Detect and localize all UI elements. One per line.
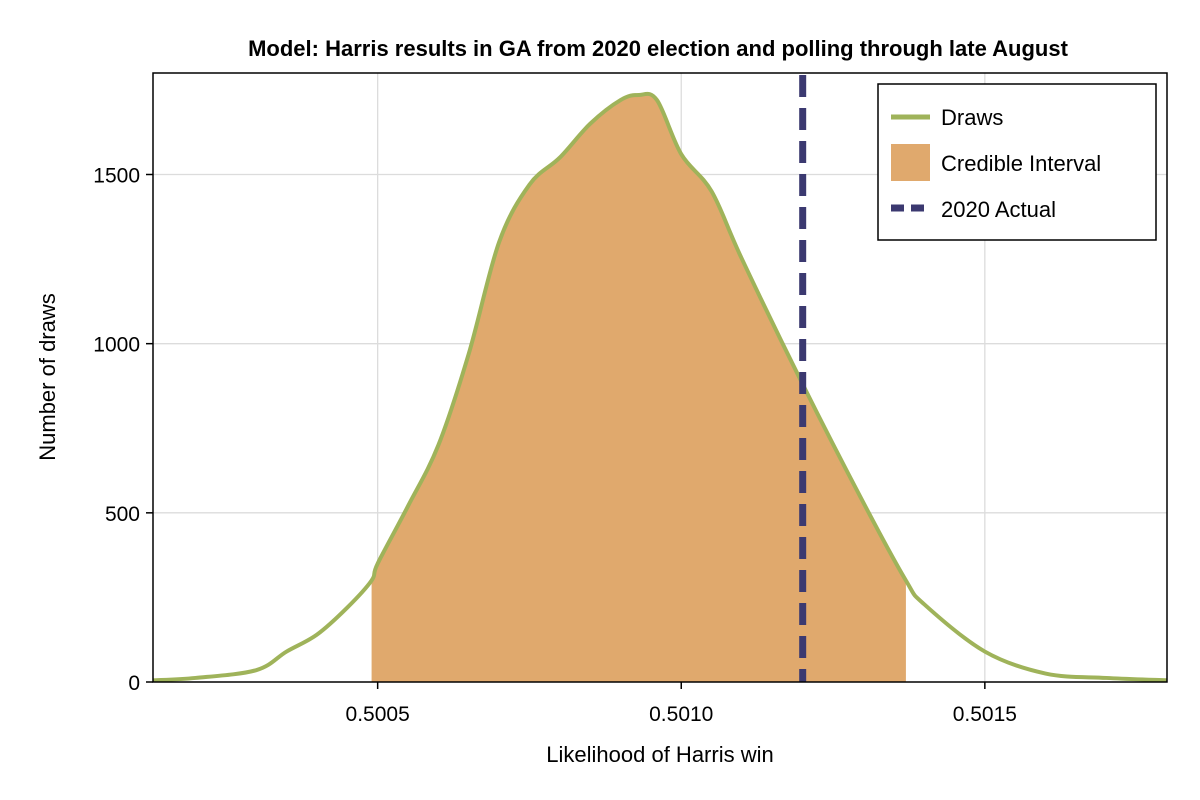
x-tick-label: 0.5005 xyxy=(346,703,410,726)
legend-credible-interval-swatch xyxy=(891,144,930,181)
x-tick-label: 0.5015 xyxy=(953,703,1017,726)
y-tick-label: 1000 xyxy=(93,334,140,357)
x-axis: 0.5005 0.5010 0.5015 xyxy=(346,682,1017,726)
y-axis-label: Number of draws xyxy=(35,293,60,461)
legend-draws-label: Draws xyxy=(941,105,1003,130)
legend: Draws Credible Interval 2020 Actual xyxy=(877,83,1157,241)
legend-actual-2020-label: 2020 Actual xyxy=(941,197,1056,222)
y-tick-label: 1500 xyxy=(93,165,140,188)
plot-frame xyxy=(152,72,1168,683)
y-tick-label: 0 xyxy=(128,672,140,695)
x-axis-label: Likelihood of Harris win xyxy=(546,742,773,767)
credible-interval-band xyxy=(371,93,906,682)
x-tick-label: 0.5010 xyxy=(649,703,713,726)
draws-line xyxy=(152,91,1168,683)
chart-title: Model: Harris results in GA from 2020 el… xyxy=(248,36,1068,61)
legend-credible-interval-label: Credible Interval xyxy=(941,151,1101,176)
y-axis: 0 500 1000 1500 xyxy=(93,165,153,695)
y-tick-label: 500 xyxy=(105,503,140,526)
